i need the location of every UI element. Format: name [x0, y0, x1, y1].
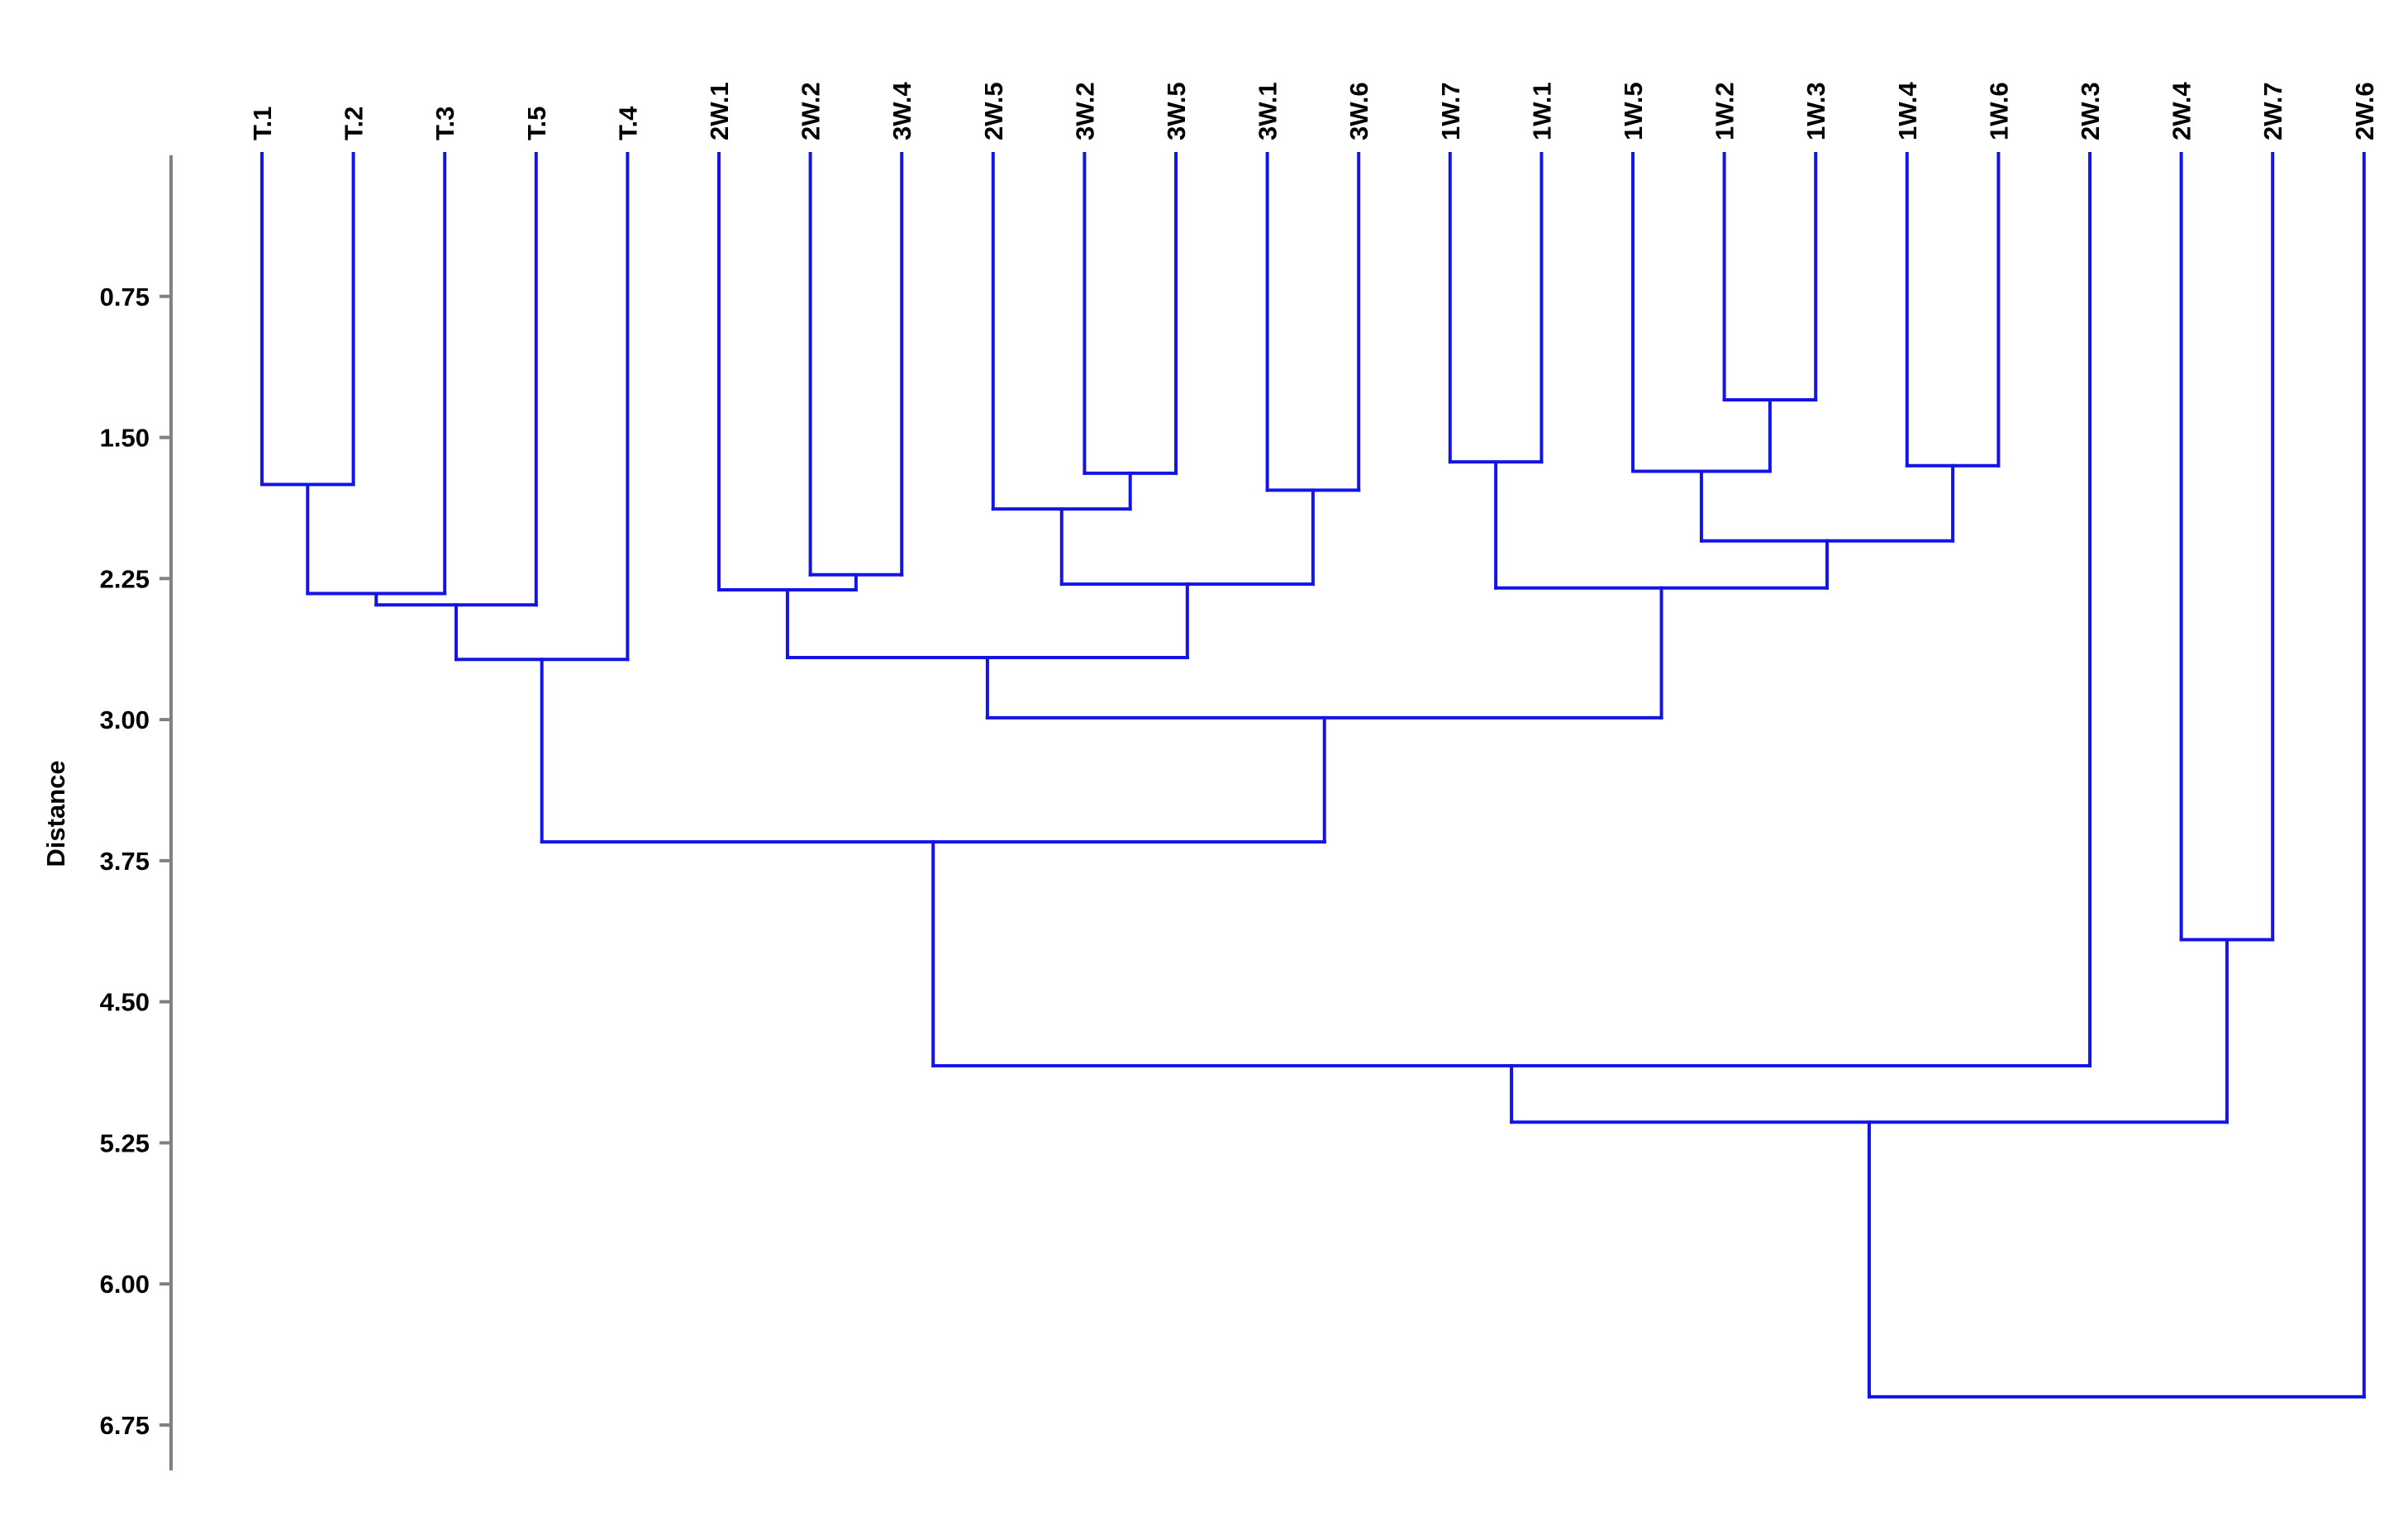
leaf-label: 1W.5 [1619, 82, 1648, 140]
leaf-label: T.2 [340, 107, 369, 140]
leaf-label: 1W.7 [1436, 82, 1465, 140]
y-tick-label: 6.00 [100, 1270, 150, 1299]
leaf-label: 2W.6 [2350, 82, 2379, 140]
y-axis-title: Distance [41, 760, 70, 867]
leaf-label: T.3 [431, 107, 459, 140]
y-tick-label: 3.00 [100, 705, 150, 734]
leaf-label: 3W.1 [1254, 82, 1283, 140]
dendrogram-links [260, 152, 2366, 1399]
leaf-label: 3W.4 [888, 82, 916, 140]
leaf-label: 2W.1 [705, 82, 734, 140]
leaf-labels: T.1 T.2 T.3 T.5 T.4 2W.1 2W.2 3W.4 2W.5 3W.2 3W.5 3… [248, 82, 2379, 140]
y-tick-label: 6.75 [100, 1411, 150, 1440]
leaf-label: 2W.4 [2168, 82, 2196, 140]
y-tick-label: 3.75 [100, 847, 150, 876]
leaf-label: T.4 [613, 106, 642, 140]
leaf-label: 2W.3 [2076, 82, 2105, 140]
leaf-label: 2W.7 [2258, 82, 2287, 140]
leaf-label: 1W.1 [1527, 82, 1556, 140]
y-tick-label: 4.50 [100, 988, 150, 1017]
y-axis: 0.75 1.50 2.25 3.00 3.75 4.50 5.25 6.00 6.75 [100, 155, 173, 1470]
y-tick-label: 1.50 [100, 424, 150, 453]
leaf-label: T.1 [248, 107, 277, 140]
leaf-label: 1W.2 [1711, 82, 1739, 140]
leaf-label: 3W.5 [1162, 82, 1191, 140]
leaf-label: T.5 [522, 107, 551, 140]
leaf-label: 1W.4 [1893, 82, 1922, 140]
y-tick-label: 5.25 [100, 1128, 150, 1157]
y-tick-label: 2.25 [100, 564, 150, 593]
leaf-label: 2W.2 [797, 82, 826, 140]
leaf-label: 3W.6 [1344, 82, 1373, 140]
leaf-label: 1W.3 [1801, 82, 1830, 140]
leaf-label: 3W.2 [1070, 82, 1099, 140]
leaf-label: 2W.5 [979, 82, 1008, 140]
leaf-label: 1W.6 [1984, 82, 2013, 140]
y-tick-label: 0.75 [100, 283, 150, 311]
